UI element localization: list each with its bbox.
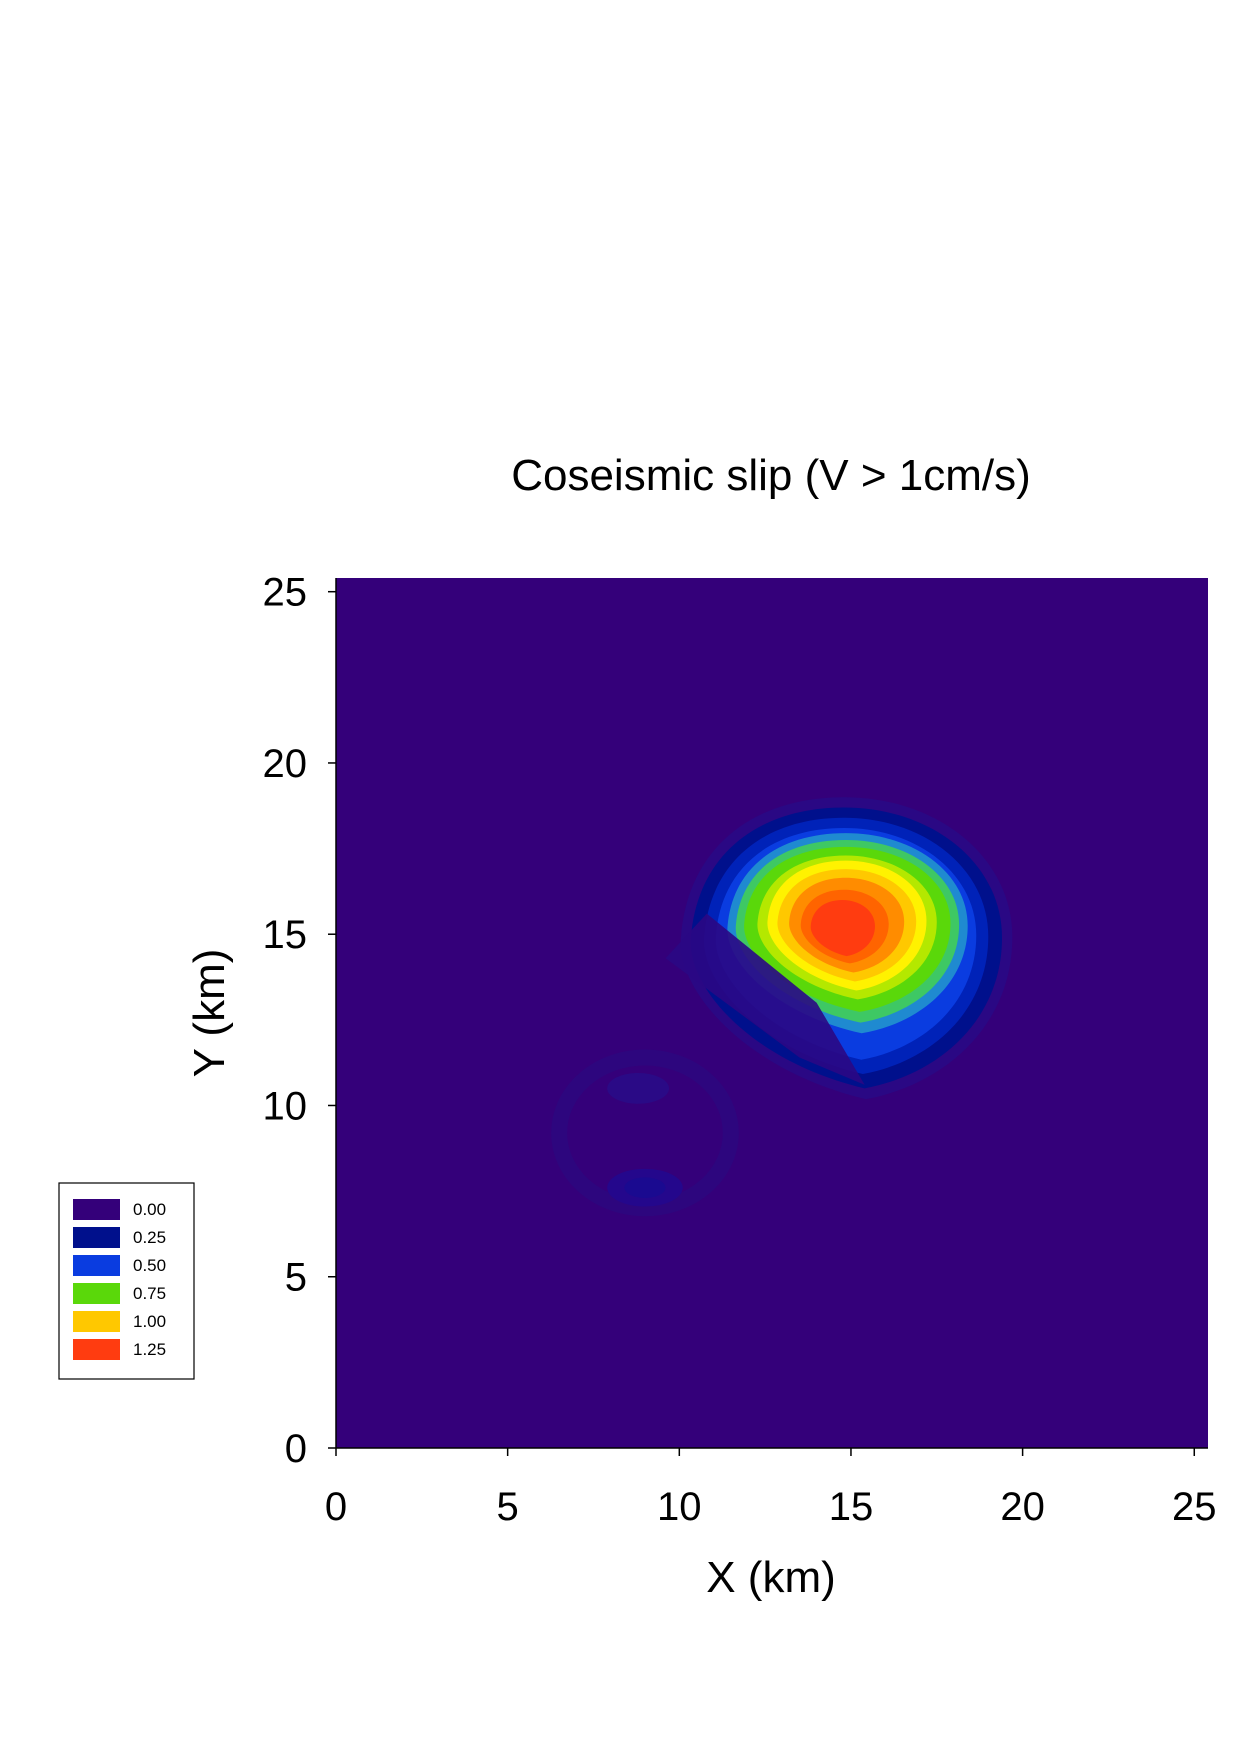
legend-swatch: [73, 1227, 120, 1248]
x-axis: 0 5 10 15 20 25: [325, 1447, 1217, 1529]
chart-title: Coseismic slip (V > 1cm/s): [511, 451, 1031, 500]
y-tick-label: 20: [263, 742, 308, 786]
legend-label: 1.00: [133, 1312, 166, 1331]
x-axis-label: X (km): [706, 1553, 836, 1602]
legend-items: 0.00 0.25 0.50 0.75 1.00 1.25: [73, 1199, 166, 1360]
x-tick-label: 10: [657, 1485, 702, 1529]
legend: 0.00 0.25 0.50 0.75 1.00 1.25: [58, 1182, 195, 1380]
legend-label: 1.25: [133, 1340, 166, 1359]
y-tick-label: 5: [285, 1256, 307, 1300]
x-tick-label: 20: [1000, 1485, 1045, 1529]
x-tick-label: 15: [829, 1485, 874, 1529]
y-axis-label: Y (km): [185, 949, 234, 1078]
legend-swatch: [73, 1311, 120, 1332]
y-tick-label: 0: [285, 1427, 307, 1471]
contour-band-1.25: [810, 899, 875, 957]
y-axis: 0 5 10 15 20 25: [263, 571, 337, 1471]
legend-swatch: [73, 1283, 120, 1304]
secondary-ring: [551, 1049, 739, 1217]
secondary-ring-top: [607, 1072, 670, 1104]
legend-swatch: [73, 1199, 120, 1220]
legend-label: 0.00: [133, 1200, 166, 1219]
secondary-ring-core: [624, 1177, 666, 1198]
contour-band-wedge: [665, 913, 865, 1085]
y-tick-label: 25: [263, 571, 308, 615]
legend-label: 0.75: [133, 1284, 166, 1303]
plot-area: [336, 578, 1208, 1448]
legend-label: 0.25: [133, 1228, 166, 1247]
x-tick-label: 5: [497, 1485, 519, 1529]
legend-label: 0.50: [133, 1256, 166, 1275]
x-tick-label: 0: [325, 1485, 347, 1529]
legend-swatch: [73, 1339, 120, 1360]
legend-swatch: [73, 1255, 120, 1276]
slip-contours: [551, 797, 1013, 1217]
x-tick-label: 25: [1172, 1485, 1217, 1529]
y-tick-label: 15: [263, 913, 308, 957]
y-tick-label: 10: [263, 1084, 308, 1128]
